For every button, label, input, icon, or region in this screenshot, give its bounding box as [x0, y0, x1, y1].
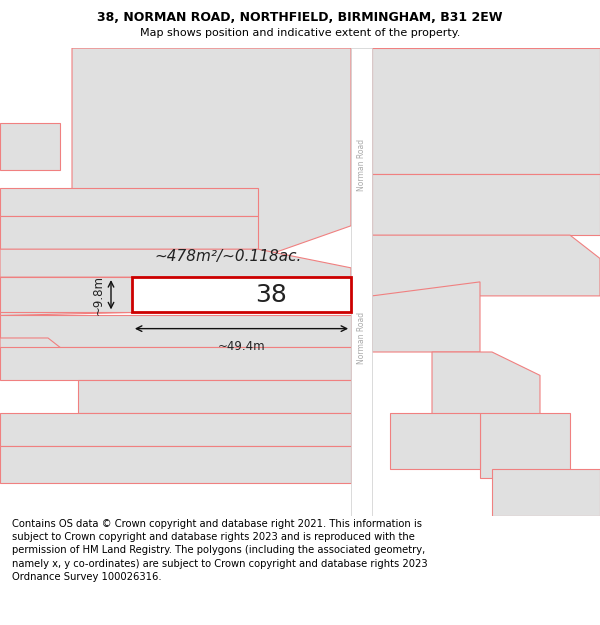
Polygon shape — [0, 123, 60, 169]
Text: 38, NORMAN ROAD, NORTHFIELD, BIRMINGHAM, B31 2EW: 38, NORMAN ROAD, NORTHFIELD, BIRMINGHAM,… — [97, 11, 503, 24]
Text: 38: 38 — [256, 282, 287, 307]
Text: Map shows position and indicative extent of the property.: Map shows position and indicative extent… — [140, 28, 460, 38]
Polygon shape — [372, 235, 600, 296]
Polygon shape — [492, 469, 600, 516]
Polygon shape — [0, 314, 351, 348]
Polygon shape — [0, 278, 132, 314]
Polygon shape — [351, 48, 372, 516]
Polygon shape — [372, 48, 600, 174]
Polygon shape — [0, 278, 132, 312]
Polygon shape — [0, 216, 258, 249]
Polygon shape — [72, 48, 351, 259]
Polygon shape — [78, 380, 351, 412]
Text: ~9.8m: ~9.8m — [92, 275, 105, 315]
Polygon shape — [480, 412, 570, 478]
Polygon shape — [390, 412, 480, 469]
Polygon shape — [0, 338, 72, 357]
Polygon shape — [0, 412, 351, 446]
Text: ~49.4m: ~49.4m — [218, 340, 265, 353]
Text: Contains OS data © Crown copyright and database right 2021. This information is
: Contains OS data © Crown copyright and d… — [12, 519, 428, 582]
Polygon shape — [132, 278, 351, 312]
Polygon shape — [48, 357, 72, 376]
Polygon shape — [0, 348, 351, 380]
Polygon shape — [372, 282, 480, 352]
Polygon shape — [432, 352, 540, 422]
Text: Norman Road: Norman Road — [357, 139, 366, 191]
Polygon shape — [372, 174, 600, 235]
Polygon shape — [0, 249, 351, 278]
Text: Norman Road: Norman Road — [357, 312, 366, 364]
Text: ~478m²/~0.118ac.: ~478m²/~0.118ac. — [154, 249, 302, 264]
Polygon shape — [0, 188, 258, 216]
Polygon shape — [0, 446, 351, 483]
